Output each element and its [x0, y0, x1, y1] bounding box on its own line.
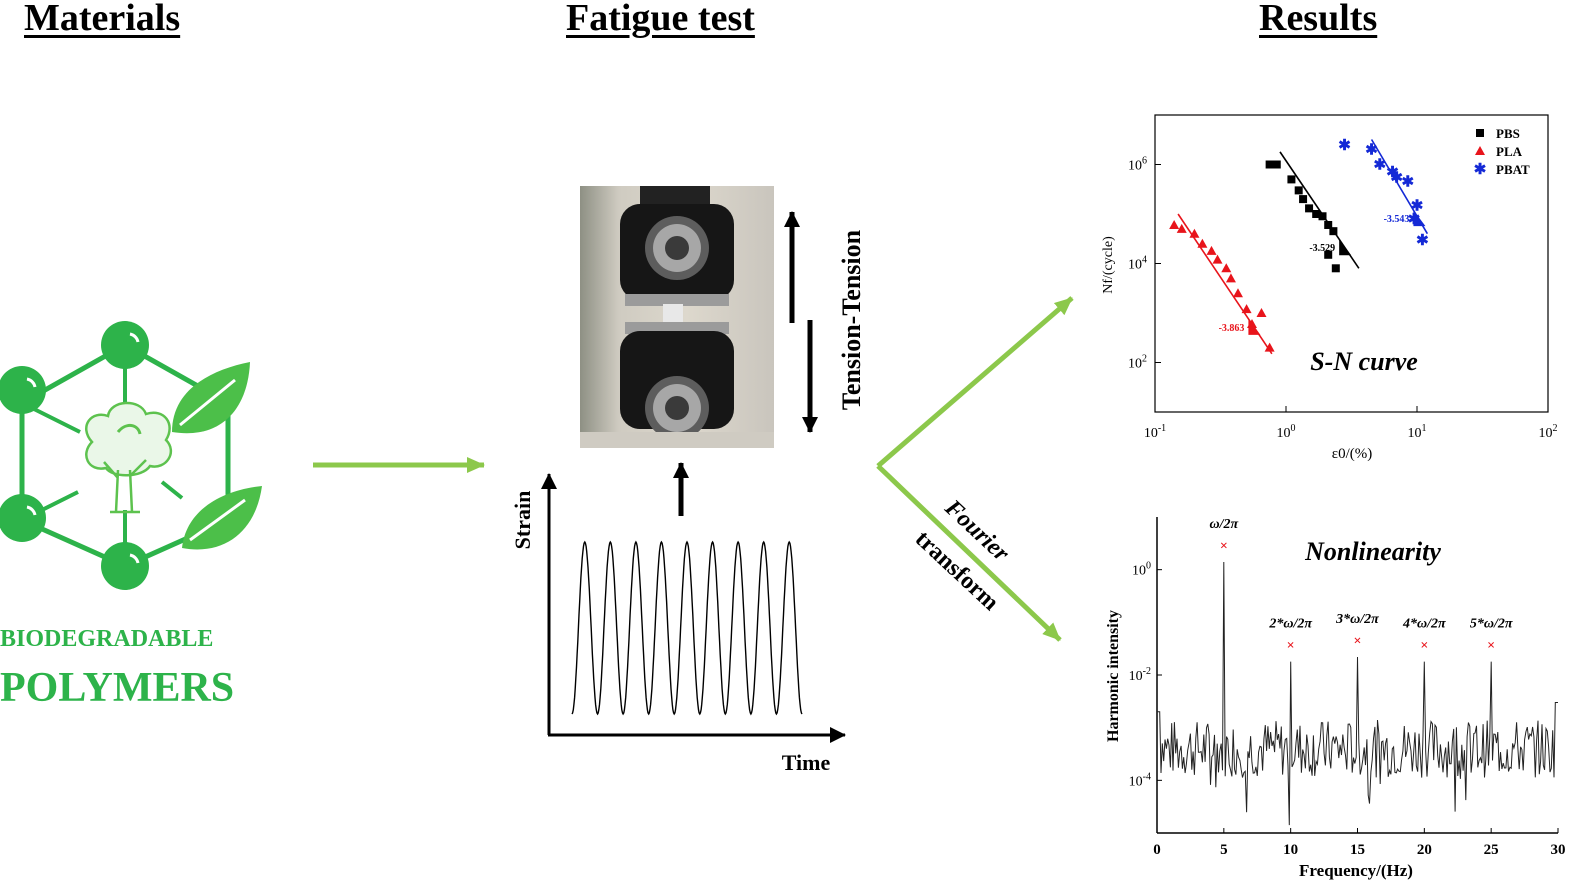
sn-point [1176, 223, 1187, 233]
sn-point: ✱ [1365, 143, 1378, 159]
sn-point: ✱ [1374, 158, 1387, 174]
sn-point [1329, 227, 1338, 236]
sn-point [1264, 342, 1275, 352]
harmonic-peak-marker: × [1487, 639, 1495, 654]
fft-x-tick-label: 0 [1153, 842, 1161, 858]
sn-x-tick-label: 100 [1277, 423, 1296, 441]
harmonic-peak-label: 3*ω/2π [1335, 612, 1379, 627]
sn-point [1312, 210, 1321, 218]
sn-chart-title: S-N curve [1310, 347, 1418, 376]
sn-point: ✱ [1338, 138, 1351, 154]
time-axis-label: Time [782, 750, 831, 775]
sn-y-tick-label: 102 [1128, 354, 1147, 372]
harmonic-peak-marker: × [1220, 539, 1228, 554]
header-materials: Materials [24, 0, 181, 39]
sn-y-tick-label: 106 [1128, 156, 1147, 174]
to-fourier-arrow [876, 464, 1062, 642]
sn-point: ✱ [1411, 198, 1424, 214]
fft-x-tick-label: 25 [1484, 842, 1499, 858]
sn-legend-label: PBAT [1496, 162, 1530, 177]
material-line2: POLYMERS [0, 665, 235, 711]
sn-point [1305, 204, 1314, 213]
sn-point: ✱ [1474, 162, 1487, 178]
sn-point [1265, 160, 1274, 169]
sn-x-tick-label: 10-1 [1144, 423, 1166, 441]
sn-point [1206, 245, 1217, 255]
harmonic-peak-label: 5*ω/2π [1470, 617, 1513, 632]
harmonic-peak-marker: × [1287, 639, 1295, 654]
fft-y-tick-label: 10-2 [1129, 666, 1151, 684]
sn-x-axis-label: ε0/(%) [1332, 446, 1372, 462]
sn-point [1225, 273, 1236, 283]
fft-x-axis-label: Frequency/(Hz) [1299, 861, 1413, 880]
sn-slope-triangle [1248, 318, 1261, 335]
tree-icon [85, 401, 173, 514]
sn-point [1232, 288, 1243, 298]
sn-point: ✱ [1401, 175, 1414, 191]
sn-point [1169, 219, 1180, 229]
sn-point [1475, 146, 1485, 155]
fatigue-machine-photo [580, 186, 774, 448]
sn-point [1299, 195, 1308, 204]
harmonic-peak-label: ω/2π [1210, 517, 1239, 532]
sn-point [1331, 264, 1340, 273]
sn-point [1476, 129, 1484, 137]
sn-point [1287, 175, 1296, 184]
sn-point: ✱ [1390, 170, 1403, 186]
fft-x-tick-label: 30 [1551, 842, 1566, 858]
sn-y-tick-label: 104 [1128, 255, 1147, 273]
sn-x-tick-label: 101 [1408, 423, 1427, 441]
header-results: Results [1259, 0, 1378, 39]
sn-slope-triangle [1339, 239, 1352, 256]
sn-slope-label: -3.863 [1219, 323, 1245, 334]
sn-point [1197, 238, 1208, 248]
sn-point [1189, 228, 1200, 238]
sn-point [1272, 160, 1281, 169]
sn-point [1324, 220, 1333, 229]
fft-y-axis-label: Harmonic intensity [1105, 610, 1122, 742]
sn-legend-label: PBS [1496, 126, 1520, 141]
fft-y-tick-label: 10-4 [1129, 771, 1151, 789]
sn-point [1241, 304, 1252, 314]
sn-x-tick-label: 102 [1539, 423, 1558, 441]
sn-slope-label: -3.543 [1384, 214, 1410, 225]
fft-chart-title: Nonlinearity [1304, 537, 1441, 566]
sn-point [1256, 308, 1267, 317]
fft-x-tick-label: 10 [1283, 842, 1298, 858]
header-fatigue-test: Fatigue test [566, 0, 755, 39]
fft-x-tick-label: 5 [1220, 842, 1228, 858]
sn-point: ✱ [1386, 165, 1399, 181]
material-line1: BIODEGRADABLE [0, 626, 214, 652]
sn-point [1212, 254, 1223, 264]
fft-x-tick-label: 20 [1417, 842, 1432, 858]
strain-axis-label: Strain [510, 491, 535, 550]
harmonic-peak-marker: × [1420, 639, 1428, 654]
harmonic-peak-label: 4*ω/2π [1402, 617, 1446, 632]
to-sn-arrow [876, 296, 1074, 468]
sn-point [1221, 263, 1232, 273]
fft-x-tick-label: 15 [1350, 842, 1365, 858]
nonlinearity-chart: 0 5 10 15 20 25 30 100 10-2 10-4 × ω/2π × 2*ω/2π × 3*ω… [1105, 517, 1566, 880]
harmonic-spectrum-line [1157, 561, 1558, 826]
sn-point [1318, 212, 1327, 221]
sn-point: ✱ [1416, 233, 1429, 249]
cyclic-strain-signal [571, 540, 803, 716]
sn-point [1294, 186, 1303, 195]
sn-point [1324, 250, 1333, 259]
sn-legend-label: PLA [1496, 144, 1523, 159]
leaf-icon [172, 362, 262, 550]
tension-tension-label: Tension-Tension [837, 229, 866, 410]
harmonic-peak-marker: × [1354, 634, 1362, 649]
harmonic-peak-label: 2*ω/2π [1268, 617, 1312, 632]
sn-slope-triangle [1413, 210, 1426, 227]
fft-y-tick-label: 100 [1132, 561, 1151, 579]
sn-slope-label: -3.529 [1309, 243, 1335, 254]
sn-y-axis-label: Nf/(cycle) [1101, 236, 1116, 294]
